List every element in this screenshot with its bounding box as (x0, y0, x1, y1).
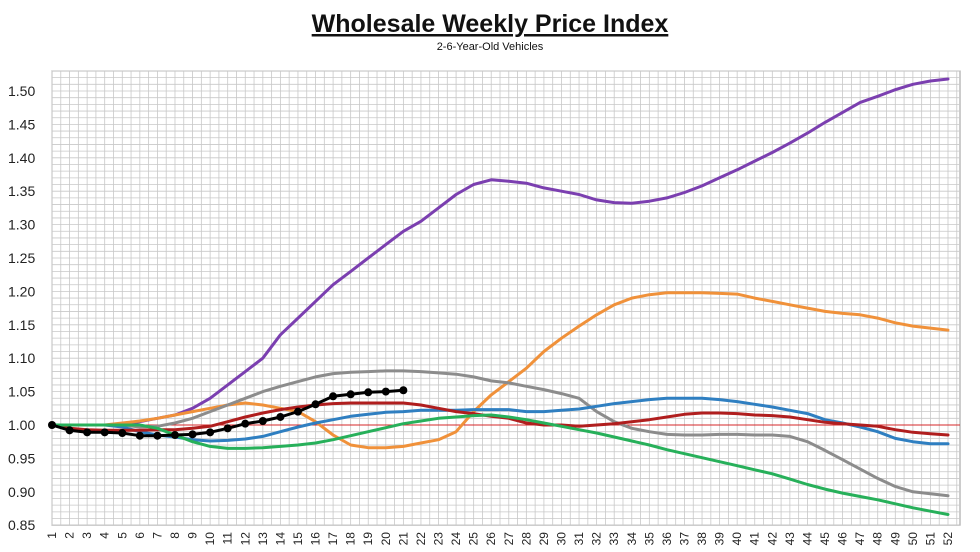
x-tick-label: 22 (414, 532, 428, 546)
data-point-current-year (223, 424, 232, 433)
data-point-current-year (241, 419, 250, 428)
y-tick-label: 1.15 (8, 317, 35, 333)
y-tick-label: 1.35 (8, 183, 35, 199)
x-tick-label: 4 (98, 532, 112, 539)
data-point-current-year (188, 430, 197, 439)
y-tick-label: 1.20 (8, 283, 35, 299)
x-tick-label: 8 (168, 532, 182, 539)
data-point-current-year (83, 428, 92, 437)
y-tick-label: 1.50 (8, 83, 35, 99)
gridlines (51, 70, 961, 526)
series-lines (48, 77, 960, 516)
x-tick-label: 13 (256, 532, 270, 546)
chart-subtitle: 2-6-Year-Old Vehicles (437, 41, 544, 53)
x-tick-label: 6 (133, 532, 147, 539)
x-tick-label: 12 (238, 532, 252, 546)
y-tick-label: 0.95 (8, 450, 35, 466)
y-tick-label: 1.25 (8, 250, 35, 266)
data-point-current-year (206, 428, 215, 437)
x-tick-label: 25 (467, 532, 481, 546)
x-tick-label: 30 (554, 532, 568, 546)
y-tick-label: 0.90 (8, 484, 35, 500)
x-tick-label: 3 (80, 532, 94, 539)
data-point-current-year (118, 429, 127, 438)
x-tick-label: 2 (63, 532, 77, 539)
x-tick-label: 37 (677, 532, 691, 546)
x-tick-label: 51 (923, 532, 937, 546)
series-line-gray (50, 369, 950, 498)
x-tick-label: 17 (326, 532, 340, 546)
x-tick-label: 32 (590, 532, 604, 546)
x-tick-label: 52 (941, 532, 955, 546)
x-tick-label: 41 (748, 532, 762, 546)
x-tick-label: 40 (730, 532, 744, 546)
y-tick-label: 1.05 (8, 384, 35, 400)
x-tick-label: 26 (484, 532, 498, 546)
x-tick-label: 38 (695, 532, 709, 546)
x-tick-label: 14 (273, 532, 287, 546)
x-tick-label: 49 (888, 532, 902, 546)
data-point-current-year (135, 431, 144, 440)
x-tick-label: 45 (818, 532, 832, 546)
data-point-current-year (258, 416, 267, 425)
data-point-current-year (293, 407, 302, 416)
x-tick-label: 39 (713, 532, 727, 546)
x-tick-label: 5 (115, 532, 129, 539)
data-point-current-year (153, 431, 162, 440)
data-point-current-year (48, 421, 56, 429)
y-tick-label: 1.10 (8, 350, 35, 366)
x-tick-label: 31 (572, 532, 586, 546)
x-tick-label: 33 (607, 532, 621, 546)
x-tick-label: 11 (221, 532, 235, 545)
x-tick-label: 7 (150, 532, 164, 539)
x-tick-label: 20 (379, 532, 393, 546)
y-tick-label: 0.85 (8, 517, 35, 533)
data-point-current-year (170, 431, 179, 440)
x-tick-label: 9 (186, 532, 200, 539)
x-tick-label: 29 (537, 532, 551, 546)
data-point-current-year (329, 392, 338, 401)
x-tick-label: 28 (519, 532, 533, 546)
x-tick-label: 35 (642, 532, 656, 546)
series-line-blue (50, 396, 950, 446)
x-tick-label: 44 (800, 532, 814, 546)
x-tick-label: 50 (906, 532, 920, 546)
chart-title: Wholesale Weekly Price Index (312, 10, 669, 38)
x-tick-label: 19 (361, 532, 375, 546)
y-tick-label: 1.45 (8, 116, 35, 132)
series-line-green (50, 413, 950, 516)
data-point-current-year (65, 426, 74, 435)
data-point-current-year (381, 387, 390, 396)
data-point-current-year (346, 390, 355, 399)
x-tick-label: 48 (871, 532, 885, 546)
x-tick-label: 46 (836, 532, 850, 546)
y-tick-label: 1.00 (8, 417, 35, 433)
x-tick-label: 24 (449, 532, 463, 546)
x-tick-label: 16 (309, 532, 323, 546)
series-line-orange (50, 291, 950, 450)
x-tick-label: 15 (291, 532, 305, 546)
x-tick-label: 36 (660, 532, 674, 546)
series-line-purple (50, 77, 950, 427)
y-tick-label: 1.30 (8, 217, 35, 233)
x-tick-label: 1 (45, 532, 59, 539)
x-tick-label: 47 (853, 532, 867, 546)
data-point-current-year (399, 386, 408, 395)
data-point-current-year (311, 400, 320, 409)
x-tick-label: 34 (625, 532, 639, 546)
x-tick-label: 18 (344, 532, 358, 546)
y-axis-ticks: 0.85 0.90 0.95 1.00 1.05 1.10 1.15 1.20 1.25 1.30… (8, 83, 35, 533)
data-point-current-year (100, 428, 109, 437)
x-tick-label: 43 (783, 532, 797, 546)
x-tick-label: 42 (765, 532, 779, 546)
x-tick-label: 27 (502, 532, 516, 546)
data-point-current-year (364, 388, 373, 397)
data-point-current-year (276, 412, 285, 421)
x-tick-label: 21 (396, 532, 410, 546)
x-tick-label: 23 (432, 532, 446, 546)
x-tick-label: 10 (203, 532, 217, 546)
y-tick-label: 1.40 (8, 150, 35, 166)
x-axis-ticks: 1 2 3 4 5 6 7 8 9 10 11 12 13 14 15 16 17 18 19 20 21 22 23 24 2… (45, 532, 955, 546)
